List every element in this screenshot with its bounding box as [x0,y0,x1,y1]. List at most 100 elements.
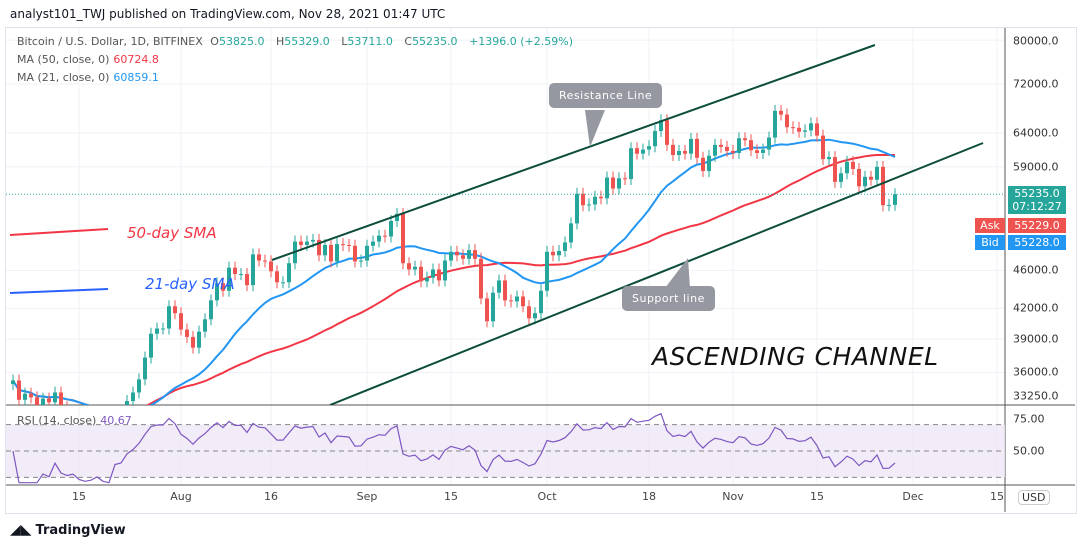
tradingview-logo[interactable]: ◢◣ TradingView [10,522,126,538]
candle [869,176,873,180]
candle [233,267,237,275]
candle [251,254,255,286]
candle [413,266,417,270]
candle [779,110,783,115]
candle [503,280,507,301]
rsi-legend[interactable]: RSI (14, close) 40.67 [17,414,136,427]
resistance-line [271,44,876,261]
candle [173,306,177,314]
candle [335,244,339,262]
close-label: C [404,35,413,48]
price-tick: 80000.0 [1013,34,1059,48]
candle [431,269,435,278]
candle [629,148,633,180]
candle [353,245,357,262]
candle [461,255,465,259]
candle [767,137,771,150]
price-tick: 72000.0 [1013,77,1059,91]
candle [305,241,309,245]
candle [659,120,663,132]
ma50-legend[interactable]: MA (50, close, 0) 60724.8 [17,53,163,66]
candle [851,161,855,169]
time-tick: Nov [722,490,744,503]
low-value: 53711.0 [347,35,393,48]
candle [449,251,453,261]
candle [65,407,69,412]
candle [893,194,897,205]
price-pane [6,44,1005,412]
rsi-tick: 75.00 [1013,412,1045,426]
candle [329,244,333,262]
ohlc-open: O53825.0 [210,35,268,48]
ma21-legend[interactable]: MA (21, close, 0) 60859.1 [17,71,163,84]
rsi-line [12,412,896,484]
candle [563,242,567,251]
candle [827,157,831,160]
candle [521,296,525,307]
candle [605,177,609,199]
resistance-callout-pointer [585,110,605,147]
candle [155,328,159,334]
high-value: 55329.0 [284,35,330,48]
logo-text: TradingView [35,522,126,538]
candle [551,251,555,256]
candle [389,220,393,237]
bar-countdown: 07:12:27 [1012,200,1062,213]
candle [743,138,747,141]
time-tick: Aug [170,490,192,503]
candle [365,245,369,261]
candle [161,328,165,330]
price-tick: 36000.0 [1013,365,1059,379]
candle [323,244,327,256]
candle [341,244,345,246]
candle [11,380,15,385]
candle [245,274,249,286]
candle [275,271,279,283]
support-line [329,142,984,405]
ma50-label: MA (50, close, 0) [17,53,110,66]
candle [647,146,651,150]
candle [401,213,405,264]
time-tick: 15 [810,490,824,503]
rsi-value: 40.67 [100,414,132,427]
ma50-value: 60724.8 [113,53,159,66]
candle [515,296,519,302]
candle [419,266,423,282]
candle [473,250,477,259]
sma50-legend-line [9,228,109,236]
candle [377,235,381,242]
candle [569,223,573,243]
ask-label: Ask [975,218,1005,233]
candle [443,260,447,281]
price-tick: 59000.0 [1013,160,1059,174]
candle [179,313,183,330]
candle [581,193,585,206]
time-tick: 15 [72,490,86,503]
price-tick: 64000.0 [1013,126,1059,140]
candle [737,138,741,153]
publish-info: analyst101_TWJ published on TradingView.… [10,7,446,21]
open-label: O [210,35,219,48]
time-tick: Sep [356,490,378,503]
candle [221,283,225,291]
candle [773,110,777,138]
candle [863,176,867,187]
tv-logo-icon: ◢◣ [10,522,32,538]
candle [317,239,321,256]
candle [149,333,153,358]
time-tick: Dec [902,490,924,503]
bid-label: Bid [975,235,1005,250]
candle [197,331,201,348]
candle [203,319,207,332]
candle [47,398,51,403]
candle [347,244,351,246]
candle [599,196,603,199]
support-callout: Support line [622,286,715,311]
time-tick: 15 [444,490,458,503]
currency-button[interactable]: USD [1018,490,1050,505]
candle [731,150,735,153]
candle [575,193,579,224]
candle [761,149,765,153]
candle [713,144,717,156]
